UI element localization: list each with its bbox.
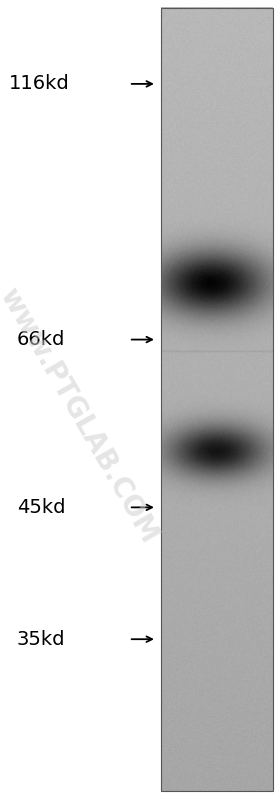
Text: www.PTGLAB.COM: www.PTGLAB.COM <box>0 283 163 548</box>
Bar <box>161 8 273 791</box>
Text: 35kd: 35kd <box>17 630 65 649</box>
Text: 45kd: 45kd <box>17 498 65 517</box>
Text: 116kd: 116kd <box>8 74 69 93</box>
Text: 66kd: 66kd <box>17 330 65 349</box>
